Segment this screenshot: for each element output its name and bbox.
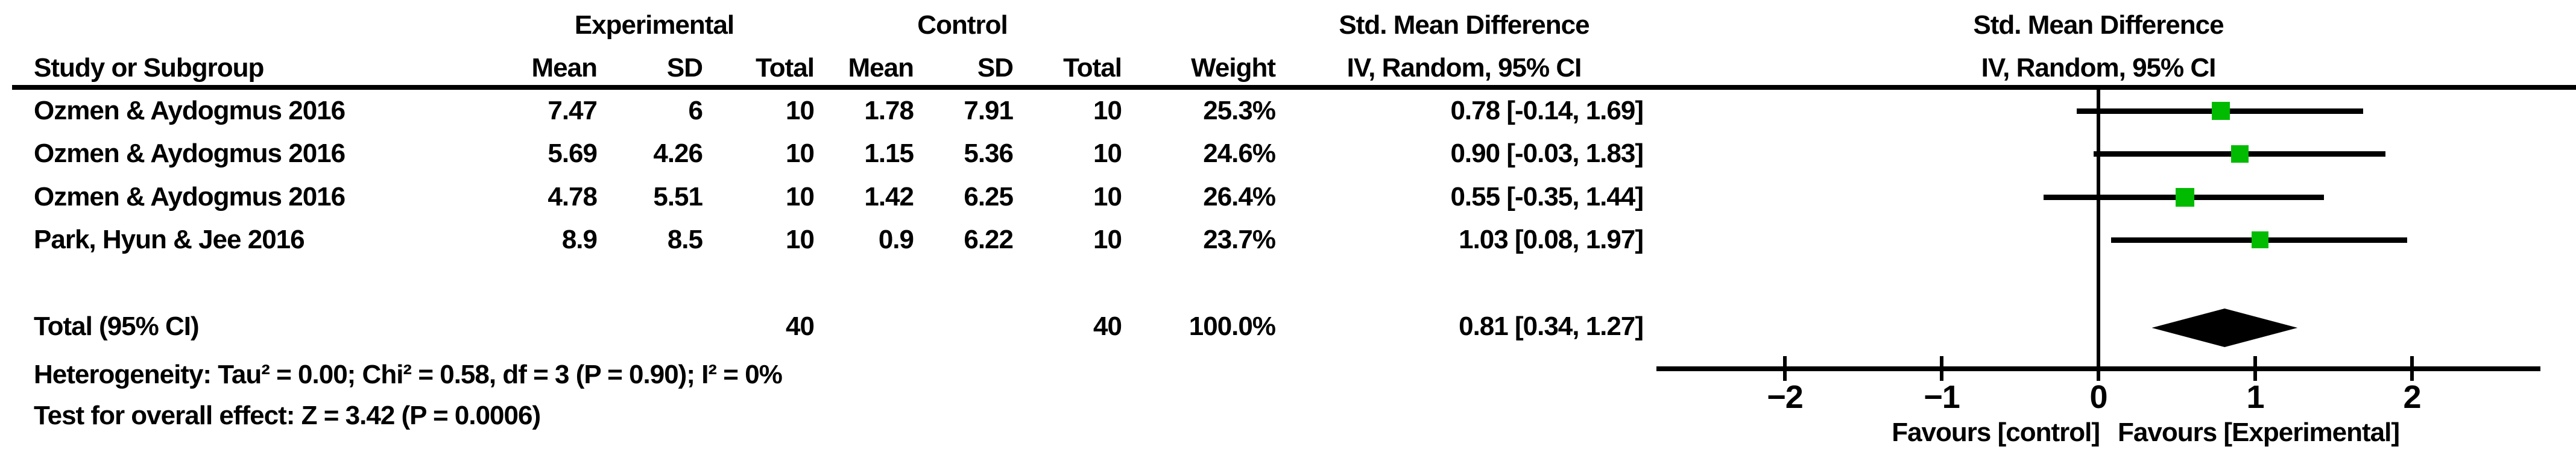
effect-marker (2175, 187, 2194, 207)
overall-effect-text: Test for overall effect: Z = 3.42 (P = 0… (34, 401, 541, 430)
group-header-smd-table: Std. Mean Difference (1339, 10, 1589, 40)
ctrl-mean: 0.9 (878, 225, 914, 254)
table-row: Ozmen & Aydogmus 2016 5.69 4.26 10 1.15 … (0, 137, 2576, 171)
exp-total: 10 (786, 139, 815, 168)
ctrl-total: 10 (1093, 96, 1122, 125)
exp-sd: 5.51 (653, 182, 703, 212)
total-ctrl-total: 40 (1093, 312, 1122, 341)
tick-label: −1 (1924, 379, 1960, 415)
weight: 25.3% (1203, 96, 1276, 125)
heterogeneity-row: Heterogeneity: Tau² = 0.00; Chi² = 0.58,… (0, 358, 2576, 392)
group-header-experimental: Experimental (574, 10, 734, 40)
weight: 26.4% (1203, 182, 1276, 212)
ctrl-mean: 1.78 (864, 96, 914, 125)
col-header-weight: Weight (1191, 53, 1276, 83)
study-label: Ozmen & Aydogmus 2016 (34, 182, 346, 212)
col-header-ctrl-total: Total (1063, 53, 1122, 83)
exp-mean: 8.9 (561, 225, 598, 254)
ctrl-total: 10 (1093, 139, 1122, 168)
exp-sd: 6 (688, 96, 704, 125)
ci-value: 1.03 [0.08, 1.97] (1459, 225, 1644, 254)
tick-label: 2 (2403, 379, 2421, 415)
col-header-exp-mean: Mean (531, 53, 598, 83)
study-label: Ozmen & Aydogmus 2016 (34, 139, 346, 168)
col-header-exp-total: Total (756, 53, 815, 83)
exp-mean: 7.47 (548, 96, 598, 125)
total-label: Total (95% CI) (34, 312, 200, 341)
study-label: Ozmen & Aydogmus 2016 (34, 96, 346, 125)
exp-total: 10 (786, 225, 815, 254)
exp-sd: 4.26 (653, 139, 703, 168)
ci-value: 0.90 [-0.03, 1.83] (1450, 139, 1644, 168)
axis-tick (1783, 356, 1787, 381)
tick-label: 0 (2089, 379, 2107, 415)
total-ci-value: 0.81 [0.34, 1.27] (1459, 312, 1644, 341)
axis-tick (1940, 356, 1943, 381)
col-header-ci-plot: IV, Random, 95% CI (1981, 53, 2217, 83)
col-header-ctrl-mean: Mean (848, 53, 914, 83)
effect-marker (2251, 231, 2268, 248)
ctrl-sd: 5.36 (964, 139, 1014, 168)
ctrl-sd: 7.91 (964, 96, 1014, 125)
col-header-exp-sd: SD (666, 53, 703, 83)
weight: 24.6% (1203, 139, 1276, 168)
col-header-study: Study or Subgroup (34, 53, 264, 83)
col-header-ci-table: IV, Random, 95% CI (1346, 53, 1582, 83)
group-header-control: Control (917, 10, 1008, 40)
table-row: Ozmen & Aydogmus 2016 4.78 5.51 10 1.42 … (0, 180, 2576, 214)
total-row: Total (95% CI) 40 40 100.0% 0.81 [0.34, … (0, 310, 2576, 343)
ci-value: 0.55 [-0.35, 1.44] (1450, 182, 1644, 212)
favours-left-label: Favours [control] (1892, 418, 2100, 447)
overall-effect-row: Test for overall effect: Z = 3.42 (P = 0… (0, 399, 2576, 433)
study-label: Park, Hyun & Jee 2016 (34, 225, 305, 254)
ctrl-total: 10 (1093, 225, 1122, 254)
ctrl-mean: 1.42 (864, 182, 914, 212)
total-weight: 100.0% (1189, 312, 1276, 341)
heterogeneity-text: Heterogeneity: Tau² = 0.00; Chi² = 0.58,… (34, 360, 783, 389)
effect-marker (2211, 102, 2230, 120)
table-row: Ozmen & Aydogmus 2016 7.47 6 10 1.78 7.9… (0, 94, 2576, 128)
table-row: Park, Hyun & Jee 2016 8.9 8.5 10 0.9 6.2… (0, 223, 2576, 257)
total-exp-total: 40 (786, 312, 815, 341)
axis-tick (2097, 356, 2100, 381)
header-rule (12, 85, 2576, 90)
ctrl-mean: 1.15 (864, 139, 914, 168)
zero-line (2097, 90, 2100, 381)
weight: 23.7% (1203, 225, 1276, 254)
tick-label: 1 (2246, 379, 2264, 415)
col-header-ctrl-sd: SD (977, 53, 1014, 83)
exp-sd: 8.5 (667, 225, 703, 254)
ctrl-sd: 6.25 (964, 182, 1014, 212)
effect-marker (2230, 145, 2249, 163)
exp-mean: 4.78 (548, 182, 598, 212)
favours-right-label: Favours [Experimental] (2118, 418, 2400, 447)
ctrl-total: 10 (1093, 182, 1122, 212)
exp-mean: 5.69 (548, 139, 598, 168)
tick-label: −2 (1767, 379, 1804, 415)
exp-total: 10 (786, 182, 815, 212)
axis-tick (2253, 356, 2257, 381)
axis-tick (2410, 356, 2414, 381)
ctrl-sd: 6.22 (964, 225, 1014, 254)
exp-total: 10 (786, 96, 815, 125)
group-header-smd-plot: Std. Mean Difference (1973, 10, 2224, 40)
ci-value: 0.78 [-0.14, 1.69] (1450, 96, 1644, 125)
